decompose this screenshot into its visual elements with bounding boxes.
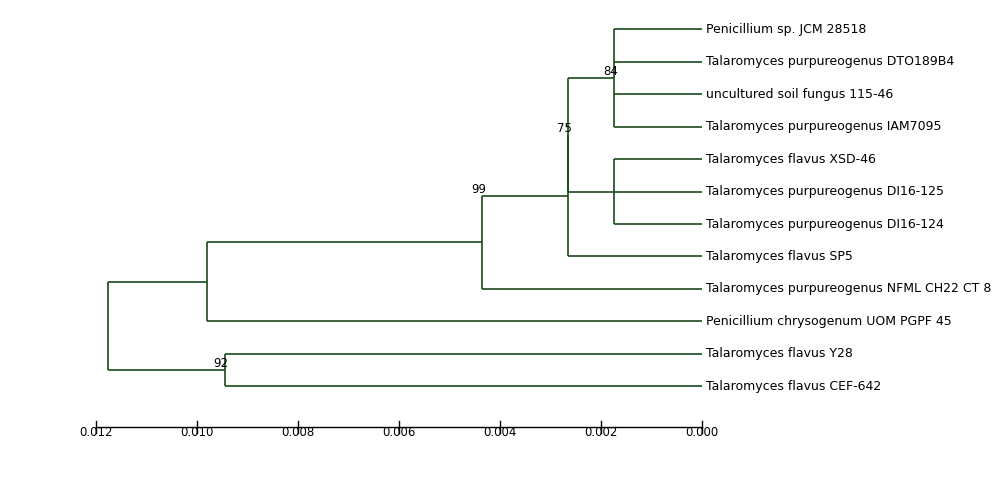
Text: Talaromyces flavus CEF-642: Talaromyces flavus CEF-642 [706,380,881,393]
Text: 0.010: 0.010 [180,426,214,439]
Text: 75: 75 [557,122,572,135]
Text: uncultured soil fungus 115-46: uncultured soil fungus 115-46 [706,88,893,101]
Text: 0.000: 0.000 [685,426,719,439]
Text: Penicillium sp. JCM 28518: Penicillium sp. JCM 28518 [706,23,867,36]
Text: 0.012: 0.012 [79,426,113,439]
Text: 0.004: 0.004 [483,426,517,439]
Text: 92: 92 [214,357,229,370]
Text: Talaromyces purpureogenus DI16-124: Talaromyces purpureogenus DI16-124 [706,218,944,230]
Text: 0.002: 0.002 [584,426,618,439]
Text: 84: 84 [603,65,618,78]
Text: Talaromyces purpureogenus DI16-125: Talaromyces purpureogenus DI16-125 [706,185,944,198]
Text: 99: 99 [471,183,486,196]
Text: Penicillium chrysogenum UOM PGPF 45: Penicillium chrysogenum UOM PGPF 45 [706,315,952,328]
Text: 0.006: 0.006 [382,426,416,439]
Text: Talaromyces purpureogenus NFML CH22 CT 8: Talaromyces purpureogenus NFML CH22 CT 8 [706,282,992,296]
Text: Talaromyces purpureogenus DTO189B4: Talaromyces purpureogenus DTO189B4 [706,55,954,68]
Text: Talaromyces flavus SP5: Talaromyces flavus SP5 [706,250,853,263]
Text: Talaromyces flavus XSD-46: Talaromyces flavus XSD-46 [706,152,876,166]
Text: Talaromyces flavus Y28: Talaromyces flavus Y28 [706,347,853,360]
Text: 0.008: 0.008 [281,426,315,439]
Text: Talaromyces purpureogenus IAM7095: Talaromyces purpureogenus IAM7095 [706,120,942,133]
